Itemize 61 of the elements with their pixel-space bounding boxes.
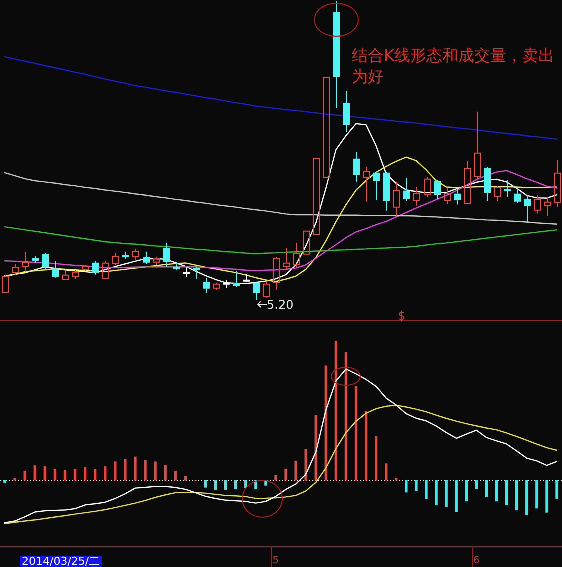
bar: [445, 480, 448, 508]
bar: [144, 460, 147, 481]
bar: [364, 411, 368, 481]
x-tick-label: 5: [272, 556, 280, 567]
bar: [124, 459, 127, 481]
bar: [44, 466, 46, 481]
bar: [84, 468, 87, 481]
bar: [284, 468, 288, 481]
bar: [224, 480, 228, 490]
text: 2014/03/25/二: [20, 555, 102, 567]
candlestick: [504, 180, 511, 198]
candlestick: [173, 262, 180, 270]
bar: [64, 470, 67, 481]
bar: [24, 471, 26, 481]
bar: [505, 480, 508, 506]
bar: [536, 480, 538, 509]
bar: [4, 480, 6, 484]
bar: [294, 461, 298, 481]
bar: [214, 480, 218, 490]
bar: [475, 480, 478, 490]
bar: [546, 480, 548, 513]
bar: [556, 480, 558, 500]
bar: [14, 478, 16, 481]
bar: [516, 480, 518, 510]
x-tick-label: 6: [474, 556, 480, 567]
bar: [94, 469, 97, 481]
annotation: 5.20: [267, 298, 294, 312]
bar: [425, 480, 428, 500]
bar: [375, 436, 378, 481]
bar: [415, 480, 418, 492]
bar: [34, 466, 36, 481]
bar: [405, 480, 408, 493]
candlestick: [32, 256, 39, 263]
bar: [164, 465, 167, 481]
bar: [114, 462, 117, 481]
bar: [54, 469, 57, 481]
bar: [274, 475, 278, 481]
candlestick: [524, 195, 531, 223]
candlestick: [193, 267, 200, 280]
bar: [234, 480, 238, 490]
bar: [154, 462, 157, 481]
candlestick: [203, 278, 210, 294]
bar: [495, 480, 498, 502]
bar: [385, 464, 388, 481]
bar: [74, 469, 77, 481]
annotation: 结合K线形态和成交量，卖出为好: [352, 45, 556, 87]
candlestick: [373, 172, 380, 200]
candlestick: [183, 267, 190, 277]
bar: [485, 480, 488, 498]
bar: [526, 480, 528, 516]
bar: [455, 480, 458, 512]
bar: [174, 471, 177, 481]
text: $: [398, 309, 406, 323]
bar: [104, 466, 107, 481]
bar: [134, 456, 137, 481]
bar: [204, 480, 208, 488]
bar: [435, 480, 438, 506]
bar: [184, 476, 187, 481]
candlestick: [233, 270, 240, 288]
bar: [465, 480, 468, 502]
bar: [354, 386, 358, 481]
